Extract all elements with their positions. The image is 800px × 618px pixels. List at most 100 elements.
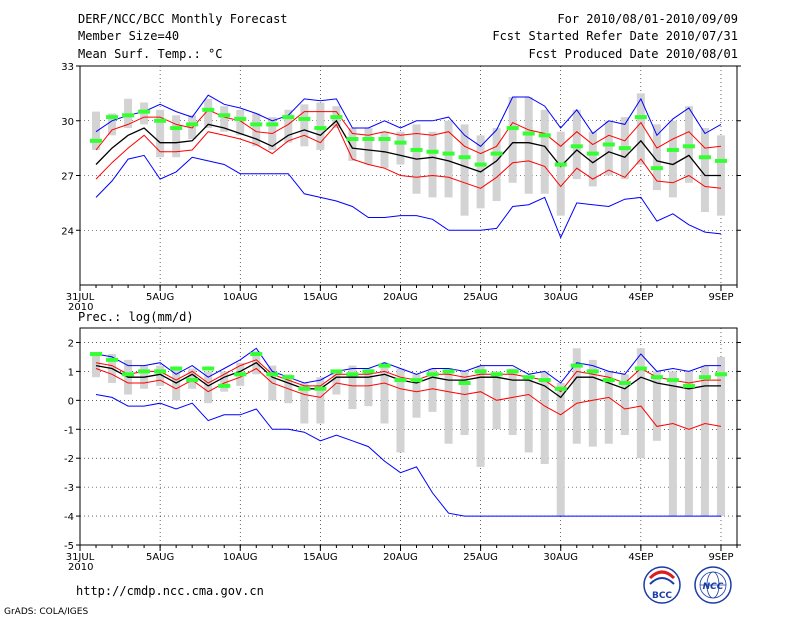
prec-spread-box bbox=[668, 371, 677, 517]
temp-median-mark bbox=[122, 113, 135, 118]
prec-median-mark bbox=[586, 369, 599, 374]
prec-line-min bbox=[95, 394, 721, 517]
prec-median-mark bbox=[234, 372, 247, 377]
prec-spread-box bbox=[604, 371, 613, 444]
temp-median-mark bbox=[170, 126, 183, 131]
temp-spread-box bbox=[540, 109, 549, 194]
temp-spread-box bbox=[396, 131, 405, 165]
prec-median-mark bbox=[90, 352, 103, 357]
temp-spread-box bbox=[636, 93, 645, 165]
prec-median-mark bbox=[618, 380, 631, 385]
header-start-date: Fcst Started Refer Date 2010/07/31 bbox=[492, 29, 738, 43]
bcc-logo-text: BCC bbox=[652, 591, 672, 601]
temp-median-mark bbox=[442, 151, 455, 156]
prec-spread-box bbox=[444, 368, 453, 444]
prec-median-mark bbox=[330, 369, 343, 374]
temp-median-mark bbox=[634, 115, 647, 120]
temp-median-mark bbox=[298, 116, 311, 121]
prec-ytick-label: -5 bbox=[64, 541, 74, 552]
temp-spread-box bbox=[508, 97, 517, 183]
prec-xtick-label: 25AUG bbox=[463, 552, 498, 563]
prec-line-lower bbox=[95, 367, 722, 430]
temp-spread-box bbox=[188, 115, 197, 139]
temp-median-mark bbox=[426, 149, 439, 154]
prec-median-mark bbox=[426, 372, 439, 377]
temp-spread-box bbox=[108, 113, 117, 136]
prec-xtick-label: 4SEP bbox=[628, 552, 653, 563]
temp-ytick-label: 24 bbox=[61, 226, 74, 237]
prec-line-upper bbox=[95, 359, 721, 393]
prec-spread-box bbox=[540, 371, 549, 464]
temp-xtick-label: 31JUL bbox=[66, 292, 95, 303]
footer-url[interactable]: http://cmdp.ncc.cma.gov.cn bbox=[76, 584, 264, 598]
prec-spread-box bbox=[156, 365, 165, 386]
temp-spread-box bbox=[204, 98, 213, 129]
prec-spread-box bbox=[508, 368, 517, 436]
prec-median-mark bbox=[186, 378, 199, 383]
temp-spread-box bbox=[284, 109, 293, 143]
temp-line-min bbox=[95, 154, 722, 239]
prec-median-mark bbox=[506, 369, 519, 374]
prec-median-mark bbox=[602, 378, 615, 383]
temp-ytick-label: 30 bbox=[61, 117, 74, 128]
prec-median-mark bbox=[522, 375, 535, 380]
temp-xtick-label: 25AUG bbox=[463, 292, 498, 303]
prec-spread-box bbox=[172, 368, 181, 401]
temp-xtick-label: 5AUG bbox=[146, 292, 174, 303]
prec-median-mark bbox=[170, 366, 183, 371]
prec-median-mark bbox=[378, 363, 391, 368]
temp-spread-box bbox=[604, 120, 613, 176]
temp-median-mark bbox=[714, 158, 727, 163]
prec-spread-box bbox=[428, 368, 437, 412]
prec-median-mark bbox=[122, 372, 135, 377]
prec-median-mark bbox=[314, 386, 327, 391]
prec-spread-box bbox=[556, 382, 565, 517]
prec-median-mark bbox=[362, 369, 375, 374]
temp-spread-box bbox=[156, 109, 165, 158]
temp-xtick-label: 20AUG bbox=[383, 292, 418, 303]
prec-spread-box bbox=[652, 371, 661, 441]
prec-median-mark bbox=[474, 369, 487, 374]
prec-spread-box bbox=[700, 365, 709, 517]
prec-spread-box bbox=[412, 374, 421, 418]
grads-credit: GrADS: COLA/IGES bbox=[4, 607, 88, 617]
header-member-size: Member Size=40 bbox=[78, 29, 179, 43]
prec-median-mark bbox=[442, 369, 455, 374]
prec-spread-box bbox=[524, 377, 533, 453]
temp-median-mark bbox=[186, 122, 199, 127]
prec-spread-box bbox=[684, 371, 693, 517]
prec-median-mark bbox=[570, 363, 583, 368]
temp-median-mark bbox=[682, 144, 695, 149]
temp-spread-box bbox=[252, 113, 261, 147]
prec-ytick-label: -1 bbox=[64, 425, 74, 436]
prec-ytick-label: 0 bbox=[68, 396, 74, 407]
temp-spread-box bbox=[524, 97, 533, 194]
header-variable: Mean Surf. Temp.: °C bbox=[78, 47, 223, 61]
prec-median-mark bbox=[154, 369, 167, 374]
prec-spread-box bbox=[716, 356, 725, 517]
prec-xtick-label: 31JUL bbox=[66, 552, 95, 563]
prec-median-mark bbox=[266, 372, 279, 377]
prec-spread-box bbox=[620, 374, 629, 436]
temp-median-mark bbox=[458, 155, 471, 160]
temp-ytick-label: 27 bbox=[61, 172, 74, 183]
temp-median-mark bbox=[394, 140, 407, 145]
temp-median-mark bbox=[154, 118, 167, 123]
prec-ytick-label: -4 bbox=[64, 512, 74, 523]
temp-spread-box bbox=[460, 124, 469, 216]
temp-median-mark bbox=[618, 146, 631, 151]
temp-line-max bbox=[95, 94, 722, 147]
temp-spread-box bbox=[668, 120, 677, 198]
prec-median-mark bbox=[634, 366, 647, 371]
prec-median-mark bbox=[298, 386, 311, 391]
temp-median-mark bbox=[282, 115, 295, 120]
prec-spread-box bbox=[588, 359, 597, 447]
prec-frame bbox=[79, 327, 738, 546]
temp-median-mark bbox=[586, 151, 599, 156]
temp-median-mark bbox=[602, 142, 615, 147]
ncc-logo-text: NCC bbox=[703, 582, 724, 592]
header-period: For 2010/08/01-2010/09/09 bbox=[557, 12, 738, 26]
temp-median-mark bbox=[90, 138, 103, 143]
temp-spread-box bbox=[220, 106, 229, 132]
temp-median-mark bbox=[250, 122, 263, 127]
